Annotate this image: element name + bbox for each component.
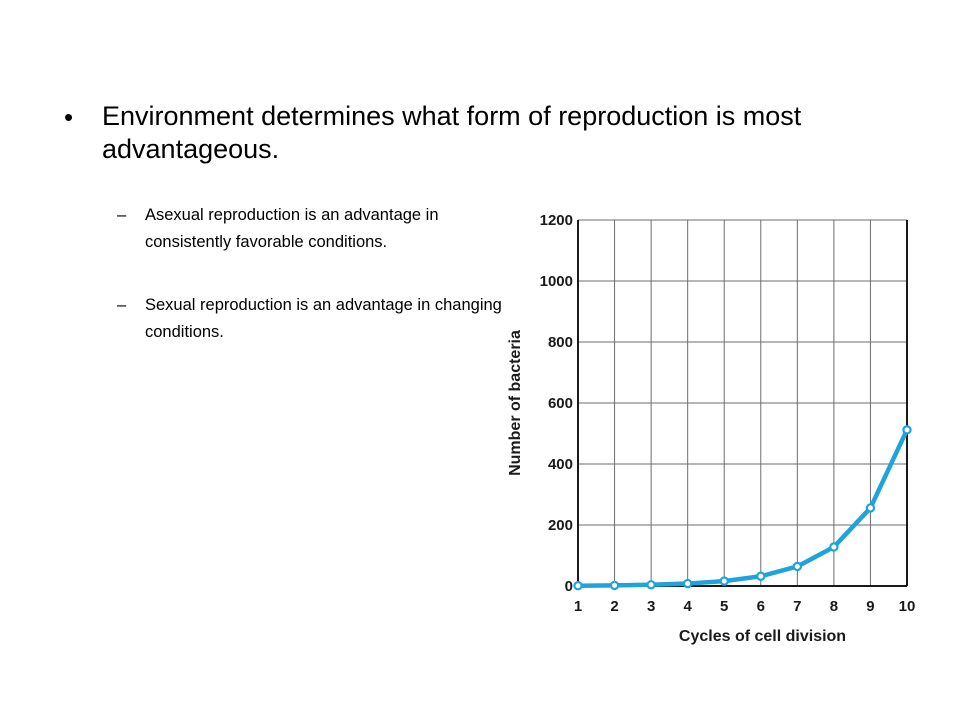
x-tick-label: 3 <box>647 598 655 615</box>
data-point <box>792 561 803 572</box>
y-axis-label: Number of bacteria <box>507 330 524 476</box>
data-point <box>756 571 766 581</box>
bacteria-growth-chart: 0 200 400 600 800 1000 1200 1 2 3 4 5 6 7 8 9 10 Number… <box>507 212 916 645</box>
y-axis-ticks: 0 200 400 600 800 1000 1200 <box>540 212 573 595</box>
data-point <box>902 425 912 435</box>
y-tick-label: 1000 <box>540 273 573 290</box>
y-tick-label: 0 <box>565 578 573 595</box>
x-tick-label: 2 <box>610 598 618 615</box>
data-point <box>682 578 693 589</box>
data-point <box>719 576 729 586</box>
x-tick-label: 7 <box>793 598 801 615</box>
y-tick-label: 1200 <box>540 212 573 229</box>
y-tick-label: 200 <box>548 517 573 534</box>
x-tick-label: 10 <box>899 598 916 615</box>
data-point <box>573 580 583 591</box>
x-tick-label: 1 <box>574 598 582 615</box>
sub-bullet-marker: – <box>117 296 127 314</box>
x-tick-label: 8 <box>830 598 838 615</box>
y-tick-label: 600 <box>548 395 573 412</box>
y-tick-label: 400 <box>548 456 573 473</box>
sub-bullet-text: Asexual reproduction is an advantage in … <box>145 206 439 251</box>
sub-bullet-text: Sexual reproduction is an advantage in c… <box>145 296 502 341</box>
x-tick-label: 5 <box>720 598 728 615</box>
data-point <box>646 580 656 590</box>
chart-series <box>573 425 912 591</box>
y-tick-label: 800 <box>548 334 573 351</box>
x-tick-label: 6 <box>757 598 765 615</box>
data-point <box>865 503 876 513</box>
series-line <box>575 427 910 588</box>
x-tick-label: 4 <box>683 598 692 615</box>
x-tick-label: 9 <box>866 598 874 615</box>
data-point <box>829 542 839 552</box>
main-bullet-text: Environment determines what form of repr… <box>102 101 802 164</box>
data-point <box>609 580 620 591</box>
sub-bullet-marker: – <box>117 206 127 224</box>
x-axis-label: Cycles of cell division <box>679 628 846 645</box>
bullet-marker: • <box>64 102 74 132</box>
x-axis-ticks: 1 2 3 4 5 6 7 8 9 10 <box>574 598 916 615</box>
chart-grid <box>577 219 908 587</box>
